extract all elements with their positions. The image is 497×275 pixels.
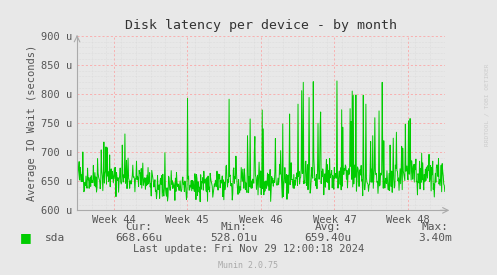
Text: RRDTOOL / TOBI OETIKER: RRDTOOL / TOBI OETIKER bbox=[485, 63, 490, 146]
Text: sda: sda bbox=[45, 233, 65, 243]
Text: Munin 2.0.75: Munin 2.0.75 bbox=[219, 261, 278, 270]
Text: 668.66u: 668.66u bbox=[115, 233, 163, 243]
Text: 659.40u: 659.40u bbox=[304, 233, 352, 243]
Text: Min:: Min: bbox=[220, 222, 247, 232]
Text: Max:: Max: bbox=[421, 222, 448, 232]
Text: Avg:: Avg: bbox=[315, 222, 341, 232]
Text: 528.01u: 528.01u bbox=[210, 233, 257, 243]
Text: Last update: Fri Nov 29 12:00:18 2024: Last update: Fri Nov 29 12:00:18 2024 bbox=[133, 244, 364, 254]
Y-axis label: Average IO Wait (seconds): Average IO Wait (seconds) bbox=[27, 45, 37, 201]
Title: Disk latency per device - by month: Disk latency per device - by month bbox=[125, 19, 397, 32]
Text: Cur:: Cur: bbox=[126, 222, 153, 232]
Text: 3.40m: 3.40m bbox=[418, 233, 452, 243]
Text: ■: ■ bbox=[20, 231, 32, 244]
